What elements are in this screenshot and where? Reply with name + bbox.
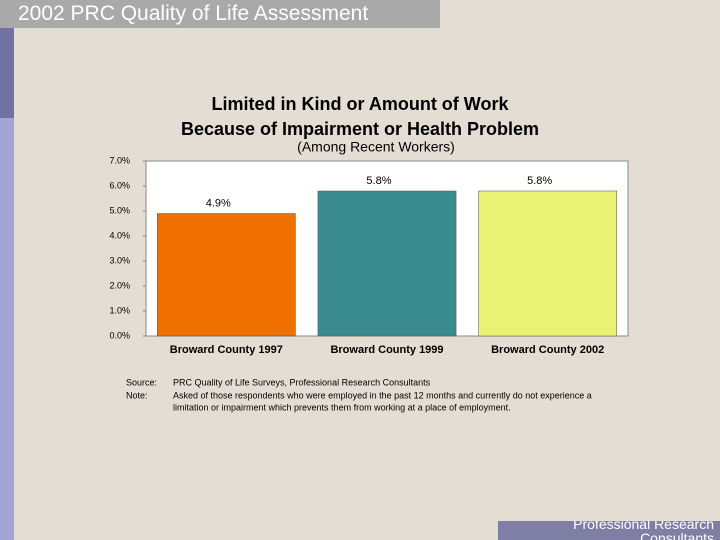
source-label: Source:: [126, 377, 157, 387]
value-label: 5.8%: [527, 175, 552, 187]
value-label: 4.9%: [206, 197, 231, 209]
y-tick-label: 1.0%: [109, 305, 130, 315]
bar: [478, 190, 618, 337]
note: Asked of those respondents who were empl…: [173, 390, 592, 400]
y-tick-label: 2.0%: [109, 280, 130, 290]
y-tick-label: 6.0%: [109, 180, 130, 190]
side-strip: [0, 118, 14, 540]
x-tick-label: Broward County 1999: [330, 344, 443, 356]
bar: [156, 213, 296, 337]
chart-title: Limited in Kind or Amount of Work: [212, 94, 510, 114]
y-tick-label: 5.0%: [109, 205, 130, 215]
y-tick-label: 7.0%: [109, 155, 130, 165]
y-tick-label: 3.0%: [109, 255, 130, 265]
x-tick-label: Broward County 1997: [170, 344, 283, 356]
y-tick-label: 4.0%: [109, 230, 130, 240]
value-label: 5.8%: [366, 175, 391, 187]
source: PRC Quality of Life Surveys, Professiona…: [173, 377, 431, 387]
note: limitation or impairment which prevents …: [173, 402, 511, 412]
footer-text: Professional Research Consultants: [573, 521, 714, 540]
note-label: Note:: [126, 390, 148, 400]
chart-subtitle: (Among Recent Workers): [297, 139, 455, 155]
chart-title: Because of Impairment or Health Problem: [181, 119, 539, 139]
bar: [317, 190, 457, 337]
y-tick-label: 0.0%: [109, 330, 130, 340]
x-tick-label: Broward County 2002: [491, 344, 604, 356]
side-strip: [0, 28, 14, 118]
footer-bar: Professional Research Consultants: [498, 521, 720, 540]
header: 2002 PRC Quality of Life Assessment: [0, 0, 440, 28]
